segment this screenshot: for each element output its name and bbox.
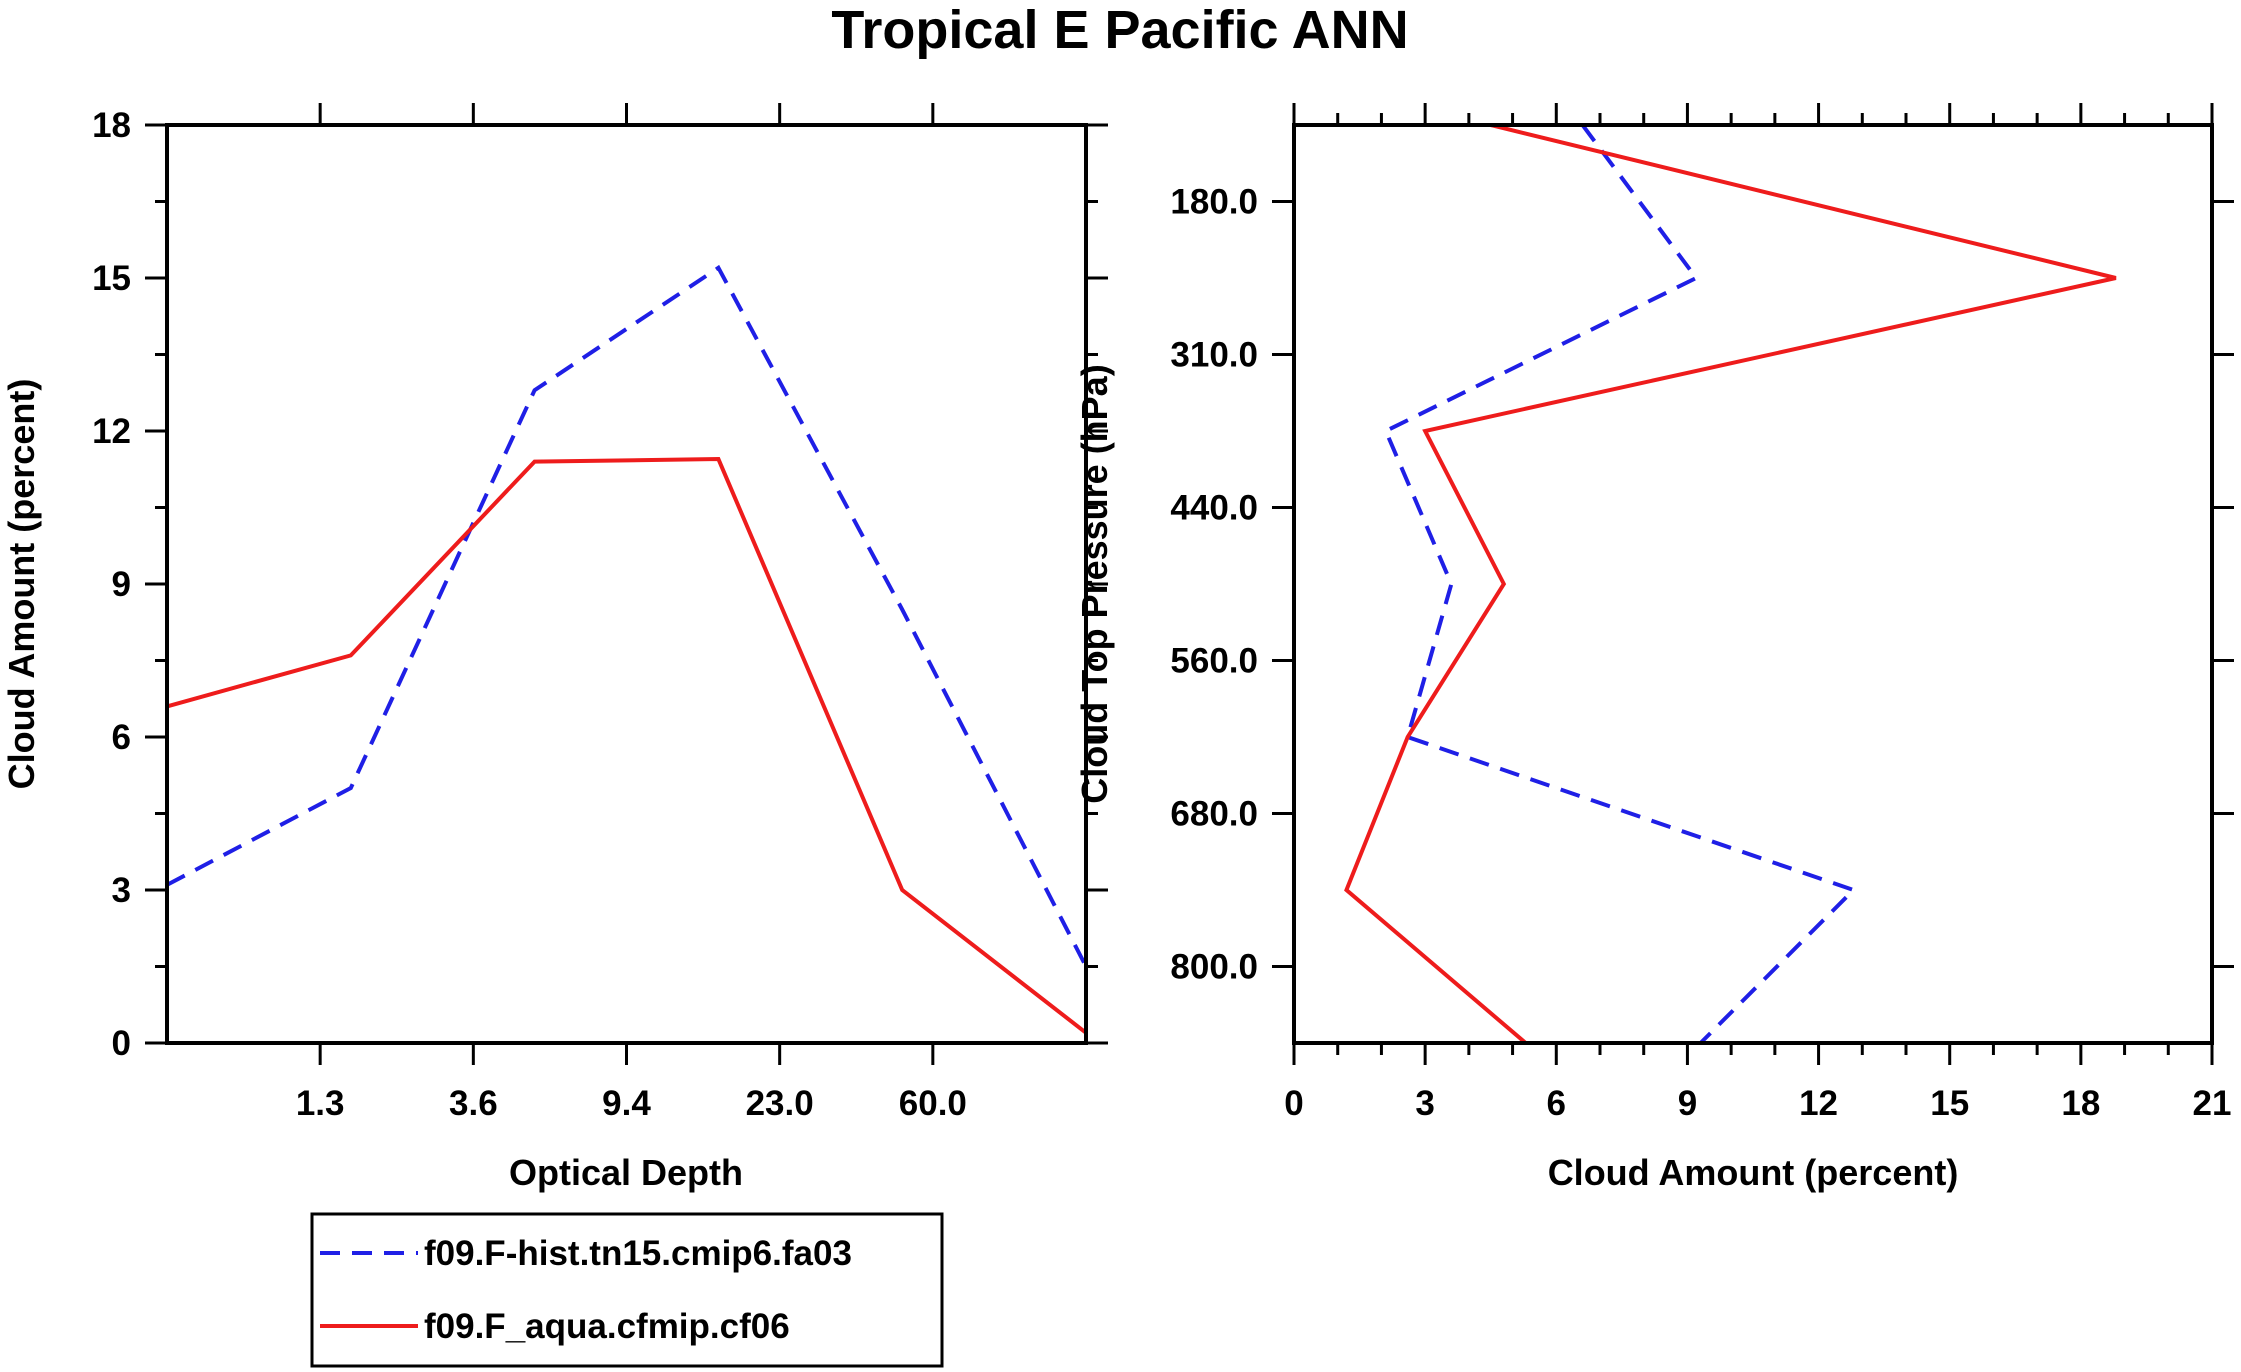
legend-box [310, 1212, 944, 1368]
legend: f09.F-hist.tn15.cmip6.fa03 f09.F_aqua.cf… [310, 1212, 944, 1368]
right-y-tick-label: 560.0 [1170, 642, 1258, 681]
right-axis-ticks [1272, 103, 2234, 1065]
right-y-tick-label: 680.0 [1170, 795, 1258, 834]
left-plot-frame [165, 123, 1088, 1045]
legend-label-hist: f09.F-hist.tn15.cmip6.fa03 [424, 1234, 852, 1273]
left-y-tick-label: 0 [112, 1024, 131, 1063]
right-x-tick-label: 21 [2193, 1084, 2232, 1123]
left-y-tick-label: 18 [92, 106, 131, 145]
right-y-axis-title: Cloud Top Pressure (hPa) [1074, 364, 1115, 803]
left-x-tick-label: 9.4 [602, 1084, 651, 1123]
right-y-tick-label: 180.0 [1170, 183, 1258, 222]
right-y-tick-label: 310.0 [1170, 336, 1258, 375]
right-x-tick-label: 0 [1284, 1084, 1303, 1123]
optical-depth-panel: 0 3 6 9 12 15 18 1.3 3.6 9.4 23.0 60.0 Optical Dept… [1, 103, 1108, 1193]
figure-title: Tropical E Pacific ANN [831, 0, 1408, 60]
left-y-tick-label: 15 [92, 259, 131, 298]
left-x-axis-title: Optical Depth [509, 1152, 743, 1193]
right-x-tick-label: 9 [1678, 1084, 1697, 1123]
right-y-tick-label: 440.0 [1170, 489, 1258, 528]
left-y-tick-label: 9 [112, 565, 131, 604]
left-series-group [166, 264, 1088, 1035]
left-axis-ticks [145, 103, 1108, 1065]
left-y-axis-title: Cloud Amount (percent) [1, 379, 42, 790]
right-series-hist [1383, 123, 1858, 1045]
left-y-tick-label: 12 [92, 412, 131, 451]
right-series-aqua [1344, 123, 2117, 1045]
left-y-tick-label: 6 [112, 718, 131, 757]
left-tick-labels: 0 3 6 9 12 15 18 1.3 3.6 9.4 23.0 60.0 [92, 106, 967, 1123]
legend-label-aqua: f09.F_aqua.cfmip.cf06 [424, 1307, 790, 1346]
right-x-tick-label: 18 [2061, 1084, 2100, 1123]
left-series-hist [166, 264, 1088, 968]
right-x-axis-title: Cloud Amount (percent) [1548, 1152, 1959, 1193]
left-y-tick-label: 3 [112, 871, 131, 910]
right-series-group [1344, 123, 2117, 1045]
right-tick-labels: 0 3 6 9 12 15 18 21 180.0 310.0 440.0 560.0 680.0 800… [1170, 183, 2231, 1124]
left-x-tick-label: 1.3 [296, 1084, 345, 1123]
left-x-tick-label: 3.6 [449, 1084, 498, 1123]
left-x-tick-label: 23.0 [746, 1084, 814, 1123]
right-x-tick-label: 15 [1930, 1084, 1969, 1123]
right-plot-frame [1292, 123, 2214, 1045]
right-x-tick-label: 3 [1415, 1084, 1434, 1123]
right-x-tick-label: 12 [1799, 1084, 1838, 1123]
left-series-aqua [166, 457, 1088, 1035]
right-y-tick-label: 800.0 [1170, 948, 1258, 987]
cloud-top-pressure-panel: 0 3 6 9 12 15 18 21 180.0 310.0 440.0 560.0 680.0 800… [1074, 103, 2234, 1193]
left-x-tick-label: 60.0 [899, 1084, 967, 1123]
right-x-tick-label: 6 [1547, 1084, 1566, 1123]
